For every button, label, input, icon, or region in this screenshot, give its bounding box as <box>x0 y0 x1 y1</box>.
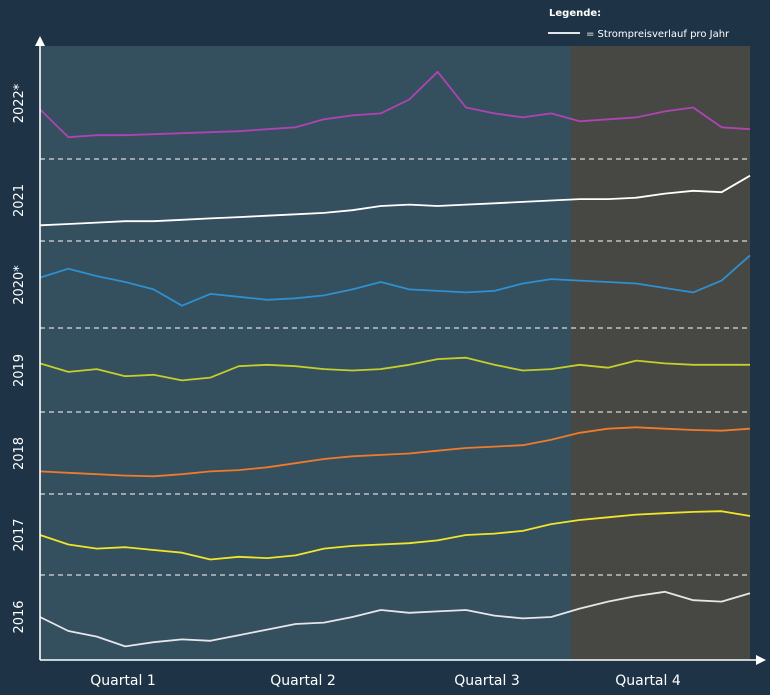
x-tick-label-quarter-1: Quartal 1 <box>90 673 156 689</box>
series-line-2019 <box>39 356 750 382</box>
row-dividers <box>40 158 750 576</box>
x-tick-labels: Quartal 1 Quartal 2 Quartal 3 Quartal 4 <box>90 673 681 689</box>
y-tick-label-2019: 2019 <box>12 354 27 387</box>
legend-entry-label: = Strompreisverlauf pro Jahr <box>586 29 730 40</box>
series-line-2017 <box>39 510 751 561</box>
y-tick-label-2021: 2021 <box>12 184 27 217</box>
series-line-2021 <box>39 174 751 227</box>
series-lines <box>39 70 751 648</box>
legend-title: Legende: <box>549 8 601 19</box>
quarter-4-highlight <box>571 46 750 660</box>
y-tick-label-2016: 2016 <box>12 600 27 633</box>
y-tick-label-2020: 2020* <box>12 265 27 305</box>
x-tick-label-quarter-3: Quartal 3 <box>454 673 520 689</box>
axes <box>35 36 766 665</box>
x-axis-arrow-icon <box>756 655 766 665</box>
series-line-2018 <box>39 426 751 478</box>
y-tick-label-2018: 2018 <box>12 437 27 470</box>
y-axis-arrow-icon <box>35 36 45 46</box>
x-tick-label-quarter-2: Quartal 2 <box>270 673 336 689</box>
series-line-2020 <box>39 254 751 307</box>
series-line-2022 <box>39 70 751 139</box>
legend: Legende: = Strompreisverlauf pro Jahr <box>548 8 730 40</box>
y-tick-labels: 2016 2017 2018 2019 2020* 2021 2022* <box>12 83 27 633</box>
y-tick-label-2022: 2022* <box>12 83 27 123</box>
x-tick-label-quarter-4: Quartal 4 <box>615 673 681 689</box>
y-tick-label-2017: 2017 <box>12 518 27 551</box>
series-line-2016 <box>39 590 751 648</box>
